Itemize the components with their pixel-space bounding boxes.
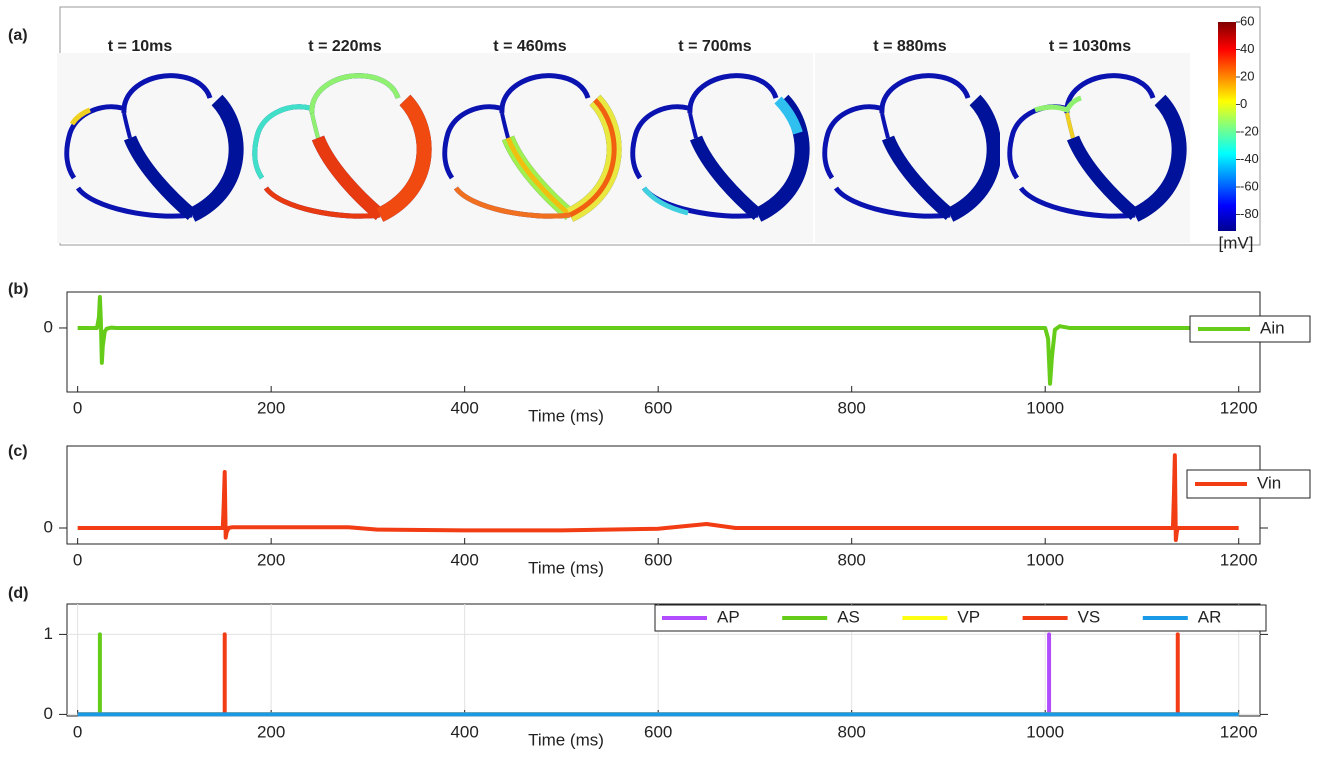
colorbar-tick-label: -60 <box>1240 178 1259 193</box>
x-tick-label: 600 <box>644 550 672 569</box>
series-line <box>77 295 1239 386</box>
colorbar <box>1218 22 1236 231</box>
x-tick-label: 1000 <box>1026 722 1064 741</box>
series-line <box>77 453 1239 542</box>
x-tick-label: 800 <box>838 722 866 741</box>
x-tick-label: 800 <box>838 550 866 569</box>
colorbar-tick-label: -80 <box>1240 206 1259 221</box>
x-axis-label: Time (ms) <box>528 730 604 749</box>
legend-label: AP <box>717 607 740 626</box>
snapshot-title: t = 700ms <box>678 38 751 55</box>
heart-snapshot <box>815 53 1005 243</box>
x-tick-label: 200 <box>257 722 285 741</box>
colorbar-tick-label: 0 <box>1240 96 1247 111</box>
heart-snapshot <box>245 53 435 243</box>
x-tick-label: 0 <box>73 550 82 569</box>
x-tick-label: 400 <box>450 550 478 569</box>
x-tick-label: 400 <box>450 722 478 741</box>
x-tick-label: 1200 <box>1220 550 1258 569</box>
x-tick-label: 200 <box>257 398 285 417</box>
colorbar-label: [mV] <box>1219 233 1254 252</box>
axes-box <box>66 291 1261 393</box>
legend-label: VS <box>1078 607 1101 626</box>
y-tick-label: 1 <box>44 624 53 643</box>
legend-label: Ain <box>1260 318 1285 337</box>
x-tick-label: 1000 <box>1026 398 1064 417</box>
colorbar-tick-label: 20 <box>1240 68 1254 83</box>
heart-snapshot <box>435 53 625 243</box>
panel-label: (c) <box>8 443 28 460</box>
colorbar-tick-label: -20 <box>1240 123 1259 138</box>
x-tick-label: 200 <box>257 550 285 569</box>
x-tick-label: 600 <box>644 398 672 417</box>
snapshot-title: t = 220ms <box>308 38 381 55</box>
y-tick-label: 0 <box>44 317 53 336</box>
heart-snapshot <box>57 53 247 243</box>
legend-label: VP <box>957 607 980 626</box>
x-tick-label: 0 <box>73 398 82 417</box>
x-tick-label: 0 <box>73 722 82 741</box>
x-tick-label: 1200 <box>1220 398 1258 417</box>
y-tick-label: 0 <box>44 704 53 723</box>
snapshot-title: t = 1030ms <box>1049 38 1131 55</box>
legend-label: AR <box>1198 607 1222 626</box>
colorbar-tick-label: 40 <box>1240 41 1254 56</box>
colorbar-tick-label: -40 <box>1240 151 1259 166</box>
legend-label: Vin <box>1257 473 1281 492</box>
x-axis-label: Time (ms) <box>528 406 604 425</box>
x-tick-label: 800 <box>838 398 866 417</box>
heart-snapshot <box>623 53 813 243</box>
x-axis-label: Time (ms) <box>528 558 604 577</box>
snapshot-title: t = 880ms <box>873 38 946 55</box>
panel-label: (b) <box>8 281 28 298</box>
x-tick-label: 1200 <box>1220 722 1258 741</box>
legend-label: AS <box>837 607 860 626</box>
legend-box <box>654 604 1267 632</box>
snapshot-title: t = 460ms <box>493 38 566 55</box>
panel-label: (d) <box>8 585 28 602</box>
colorbar-tick-label: 60 <box>1240 13 1254 28</box>
y-tick-label: 0 <box>44 517 53 536</box>
x-tick-label: 400 <box>450 398 478 417</box>
x-tick-label: 1000 <box>1026 550 1064 569</box>
heart-snapshot <box>1000 53 1190 243</box>
x-tick-label: 600 <box>644 722 672 741</box>
panel-label: (a) <box>8 27 28 44</box>
snapshot-title: t = 10ms <box>108 38 173 55</box>
